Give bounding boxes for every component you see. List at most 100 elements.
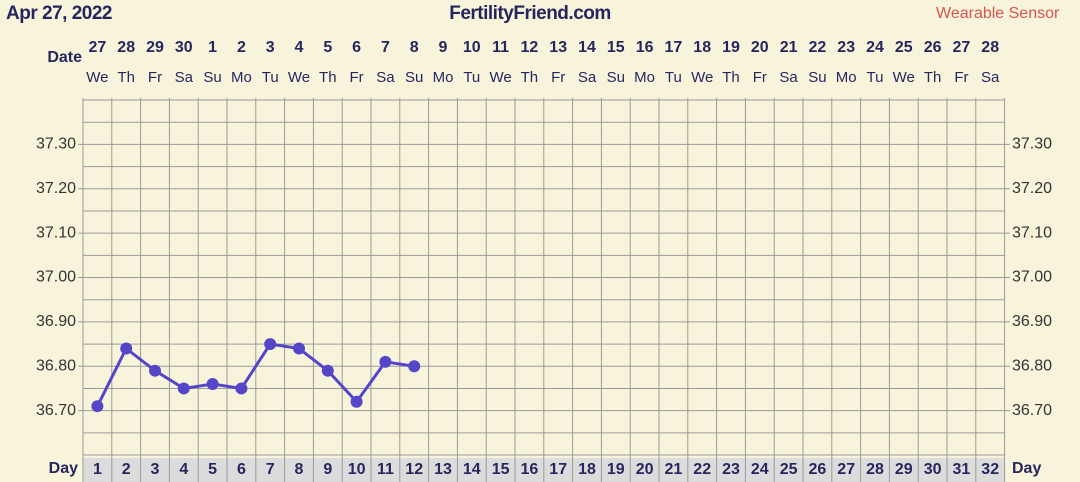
y-tick-label: 36.80 [36,357,76,374]
y-tick-label: 36.90 [36,313,76,330]
date-label: 6 [352,39,361,56]
date-label: 12 [521,39,539,56]
date-label: 15 [607,39,625,56]
temp-point [120,342,133,355]
day-label: 29 [895,461,913,478]
sensor-label: Wearable Sensor [936,5,1060,22]
weekday-label: Fr [148,69,162,86]
weekday-label: We [489,69,511,86]
temp-point [206,378,219,390]
day-label: 18 [578,461,596,478]
date-label: 29 [146,39,164,56]
day-label: 22 [693,461,711,478]
weekday-label: Mo [634,69,655,86]
weekday-label: Sa [779,69,798,86]
date-label: 21 [780,39,798,56]
temp-point [350,395,363,408]
date-label: 25 [895,39,913,56]
weekday-label: Th [319,69,337,86]
y-tick-label: 37.10 [36,224,76,241]
y-tick-label: 36.70 [36,402,76,419]
y-tick-label-right: 37.30 [1012,136,1052,153]
y-tick-label: 37.30 [36,136,76,153]
day-label: 25 [780,461,798,478]
date-label: 4 [295,39,304,56]
date-label: 28 [981,39,999,56]
date-label: 7 [381,39,390,56]
weekday-label: Th [722,69,740,86]
day-label: 6 [237,461,246,478]
weekday-label: Fr [753,69,767,86]
weekday-label: Tu [665,69,682,86]
day-label: 5 [208,461,217,478]
weekday-label: Su [607,69,625,86]
date-label: 28 [117,39,135,56]
day-label: 27 [837,461,855,478]
y-tick-label-right: 37.00 [1012,269,1052,286]
date-label: 1 [208,39,217,56]
day-label: 24 [751,461,769,478]
temp-point [293,342,305,355]
day-label: 10 [348,461,366,478]
date-label: 27 [953,39,971,56]
weekday-label: Mo [836,69,857,86]
weekday-label: Th [117,69,135,86]
weekday-label: Tu [463,69,480,86]
day-label: 3 [151,461,160,478]
weekday-label: Tu [867,69,884,86]
site-name: FertilityFriend.com [449,3,611,24]
weekday-label: Sa [578,69,597,86]
day-label: 21 [665,461,683,478]
temp-point [91,400,104,413]
day-label: 13 [434,461,452,478]
day-label: 17 [549,461,567,478]
date-label: 13 [549,39,567,56]
date-label: 18 [693,39,711,56]
y-tick-label-right: 36.70 [1012,402,1052,419]
date-label: 11 [492,39,509,56]
date-label: 27 [89,39,107,56]
y-tick-label-right: 37.10 [1012,224,1052,241]
temp-line [96,342,415,407]
y-tick-label: 37.20 [36,180,76,197]
temp-point [149,364,161,377]
temp-point [235,382,248,395]
date-label: 30 [175,39,193,56]
weekday-label: Fr [350,69,364,86]
day-label: 1 [93,461,102,478]
weekday-label: Sa [175,69,194,86]
weekday-label: Sa [981,69,1000,86]
day-label: 12 [405,461,423,478]
day-label: 15 [492,461,510,478]
date-label: 22 [809,39,827,56]
weekday-label: Mo [433,69,454,86]
y-tick-label: 37.00 [36,269,76,286]
date-label: 2 [237,39,246,56]
weekday-label: Fr [551,69,565,86]
day-label: 23 [722,461,740,478]
day-label: 8 [295,461,304,478]
day-label: 32 [981,461,999,478]
day-label: 9 [323,461,332,478]
weekday-label: Su [808,69,826,86]
temp-point [408,360,421,373]
date-label: 8 [410,39,419,56]
temp-point [177,382,190,395]
weekday-label: Fr [954,69,968,86]
date-label: 20 [751,39,769,56]
weekday-label: Mo [231,69,252,86]
weekday-label: We [893,69,915,86]
day-row-label-right: Day [1012,460,1041,477]
day-label: 2 [122,461,131,478]
weekday-label: Su [203,69,221,86]
date-label: 3 [266,39,275,56]
day-label: 20 [636,461,654,478]
weekday-label: We [691,69,713,86]
day-label: 4 [179,461,188,478]
date-label: 16 [636,39,654,56]
date-row-label: Date [47,49,82,66]
date-label: 24 [866,39,884,56]
day-label: 7 [266,461,275,478]
